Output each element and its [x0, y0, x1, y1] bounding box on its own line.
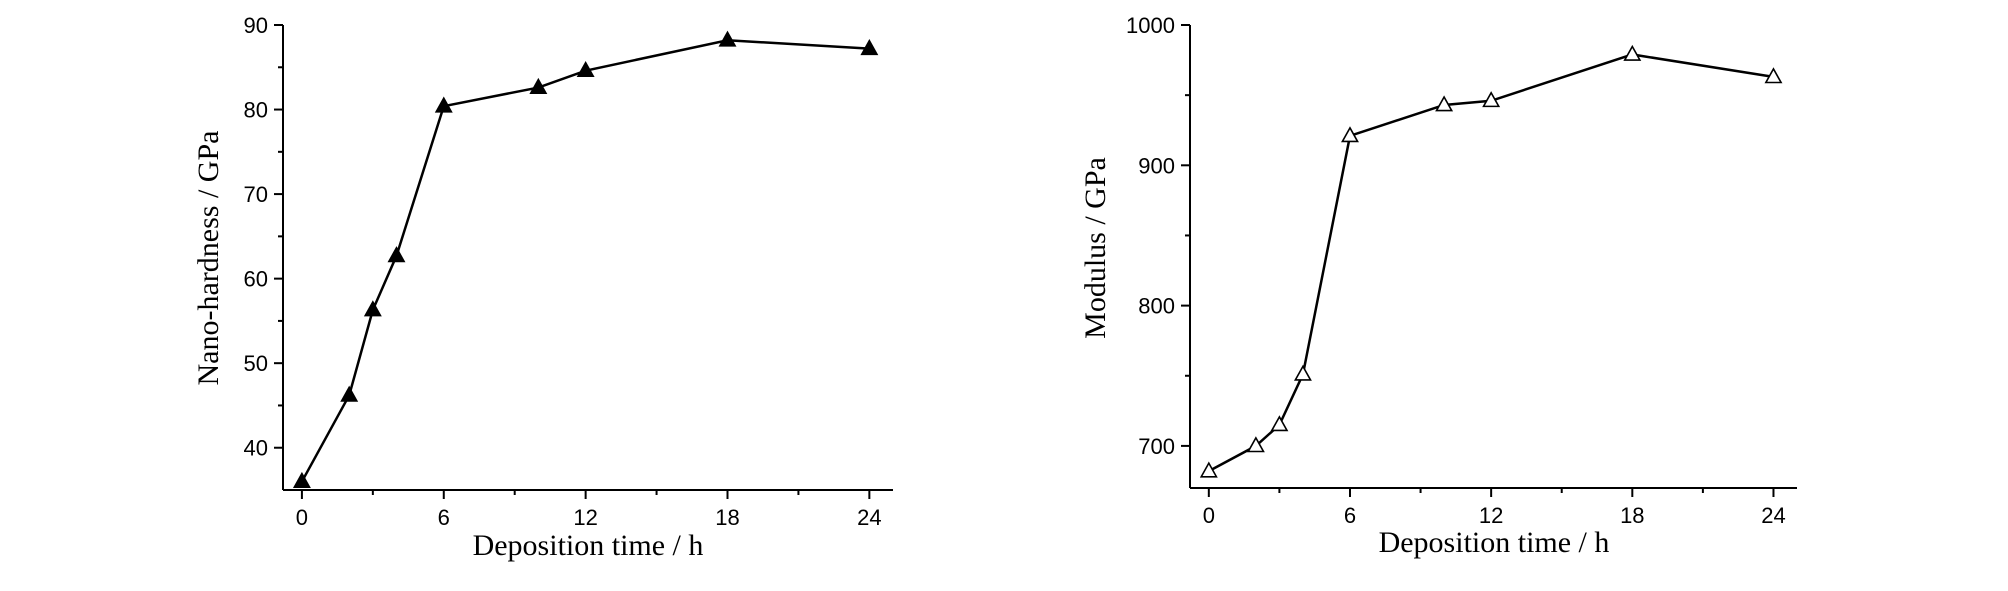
data-point	[1435, 95, 1454, 112]
data-point	[718, 30, 737, 47]
data-point	[529, 77, 548, 94]
data-point	[292, 471, 311, 488]
y-tick-label: 70	[244, 182, 268, 207]
data-point	[1623, 44, 1642, 61]
y-tick-label: 90	[244, 13, 268, 38]
x-tick-label: 12	[573, 505, 597, 530]
data-point	[860, 39, 879, 56]
chart-panel-1: 0 6 12 18 24 40 50 60 70 80 90 Deposition time / h N…	[192, 13, 893, 562]
x-tick-label: 6	[438, 505, 450, 530]
y-tick-label: 40	[244, 436, 268, 461]
y-tick-label: 1000	[1126, 13, 1175, 38]
data-point	[1246, 436, 1265, 453]
x-tick-label: 24	[1761, 503, 1785, 528]
y-tick-label: 50	[244, 351, 268, 376]
x-tick-label: 0	[296, 505, 308, 530]
data-point	[1341, 126, 1359, 143]
data-point	[1482, 91, 1501, 108]
y-tick-label: 700	[1138, 434, 1175, 459]
data-point	[340, 385, 359, 402]
series-line	[300, 38, 870, 483]
x-axis-title: Deposition time / h	[473, 529, 704, 562]
x-tick-label: 18	[1620, 503, 1644, 528]
y-tick-label: 60	[244, 267, 268, 292]
x-tick-label: 0	[1203, 503, 1215, 528]
data-point	[1270, 415, 1289, 432]
y-tick-label: 900	[1138, 153, 1175, 178]
y-tick-label: 800	[1138, 294, 1175, 319]
series-line	[1208, 53, 1774, 473]
x-axis-title: Deposition time / h	[1379, 526, 1610, 559]
data-point	[434, 96, 453, 113]
data-point	[387, 246, 406, 263]
data-point	[1293, 364, 1312, 381]
data-point	[1764, 67, 1783, 84]
data-point	[576, 61, 595, 78]
chart-panel-2: 0 6 12 18 24 700 800 900 1000 Deposition time / h…	[1079, 13, 1797, 559]
y-axis-title: Modulus / GPa	[1079, 157, 1112, 339]
x-tick-label: 18	[715, 505, 739, 530]
data-point	[363, 300, 382, 317]
x-tick-label: 24	[857, 505, 881, 530]
y-tick-label: 80	[244, 98, 268, 123]
y-axis-title: Nano-hardness / GPa	[192, 131, 225, 386]
data-point	[1199, 461, 1218, 478]
x-tick-label: 12	[1479, 503, 1503, 528]
x-tick-label: 6	[1344, 503, 1356, 528]
